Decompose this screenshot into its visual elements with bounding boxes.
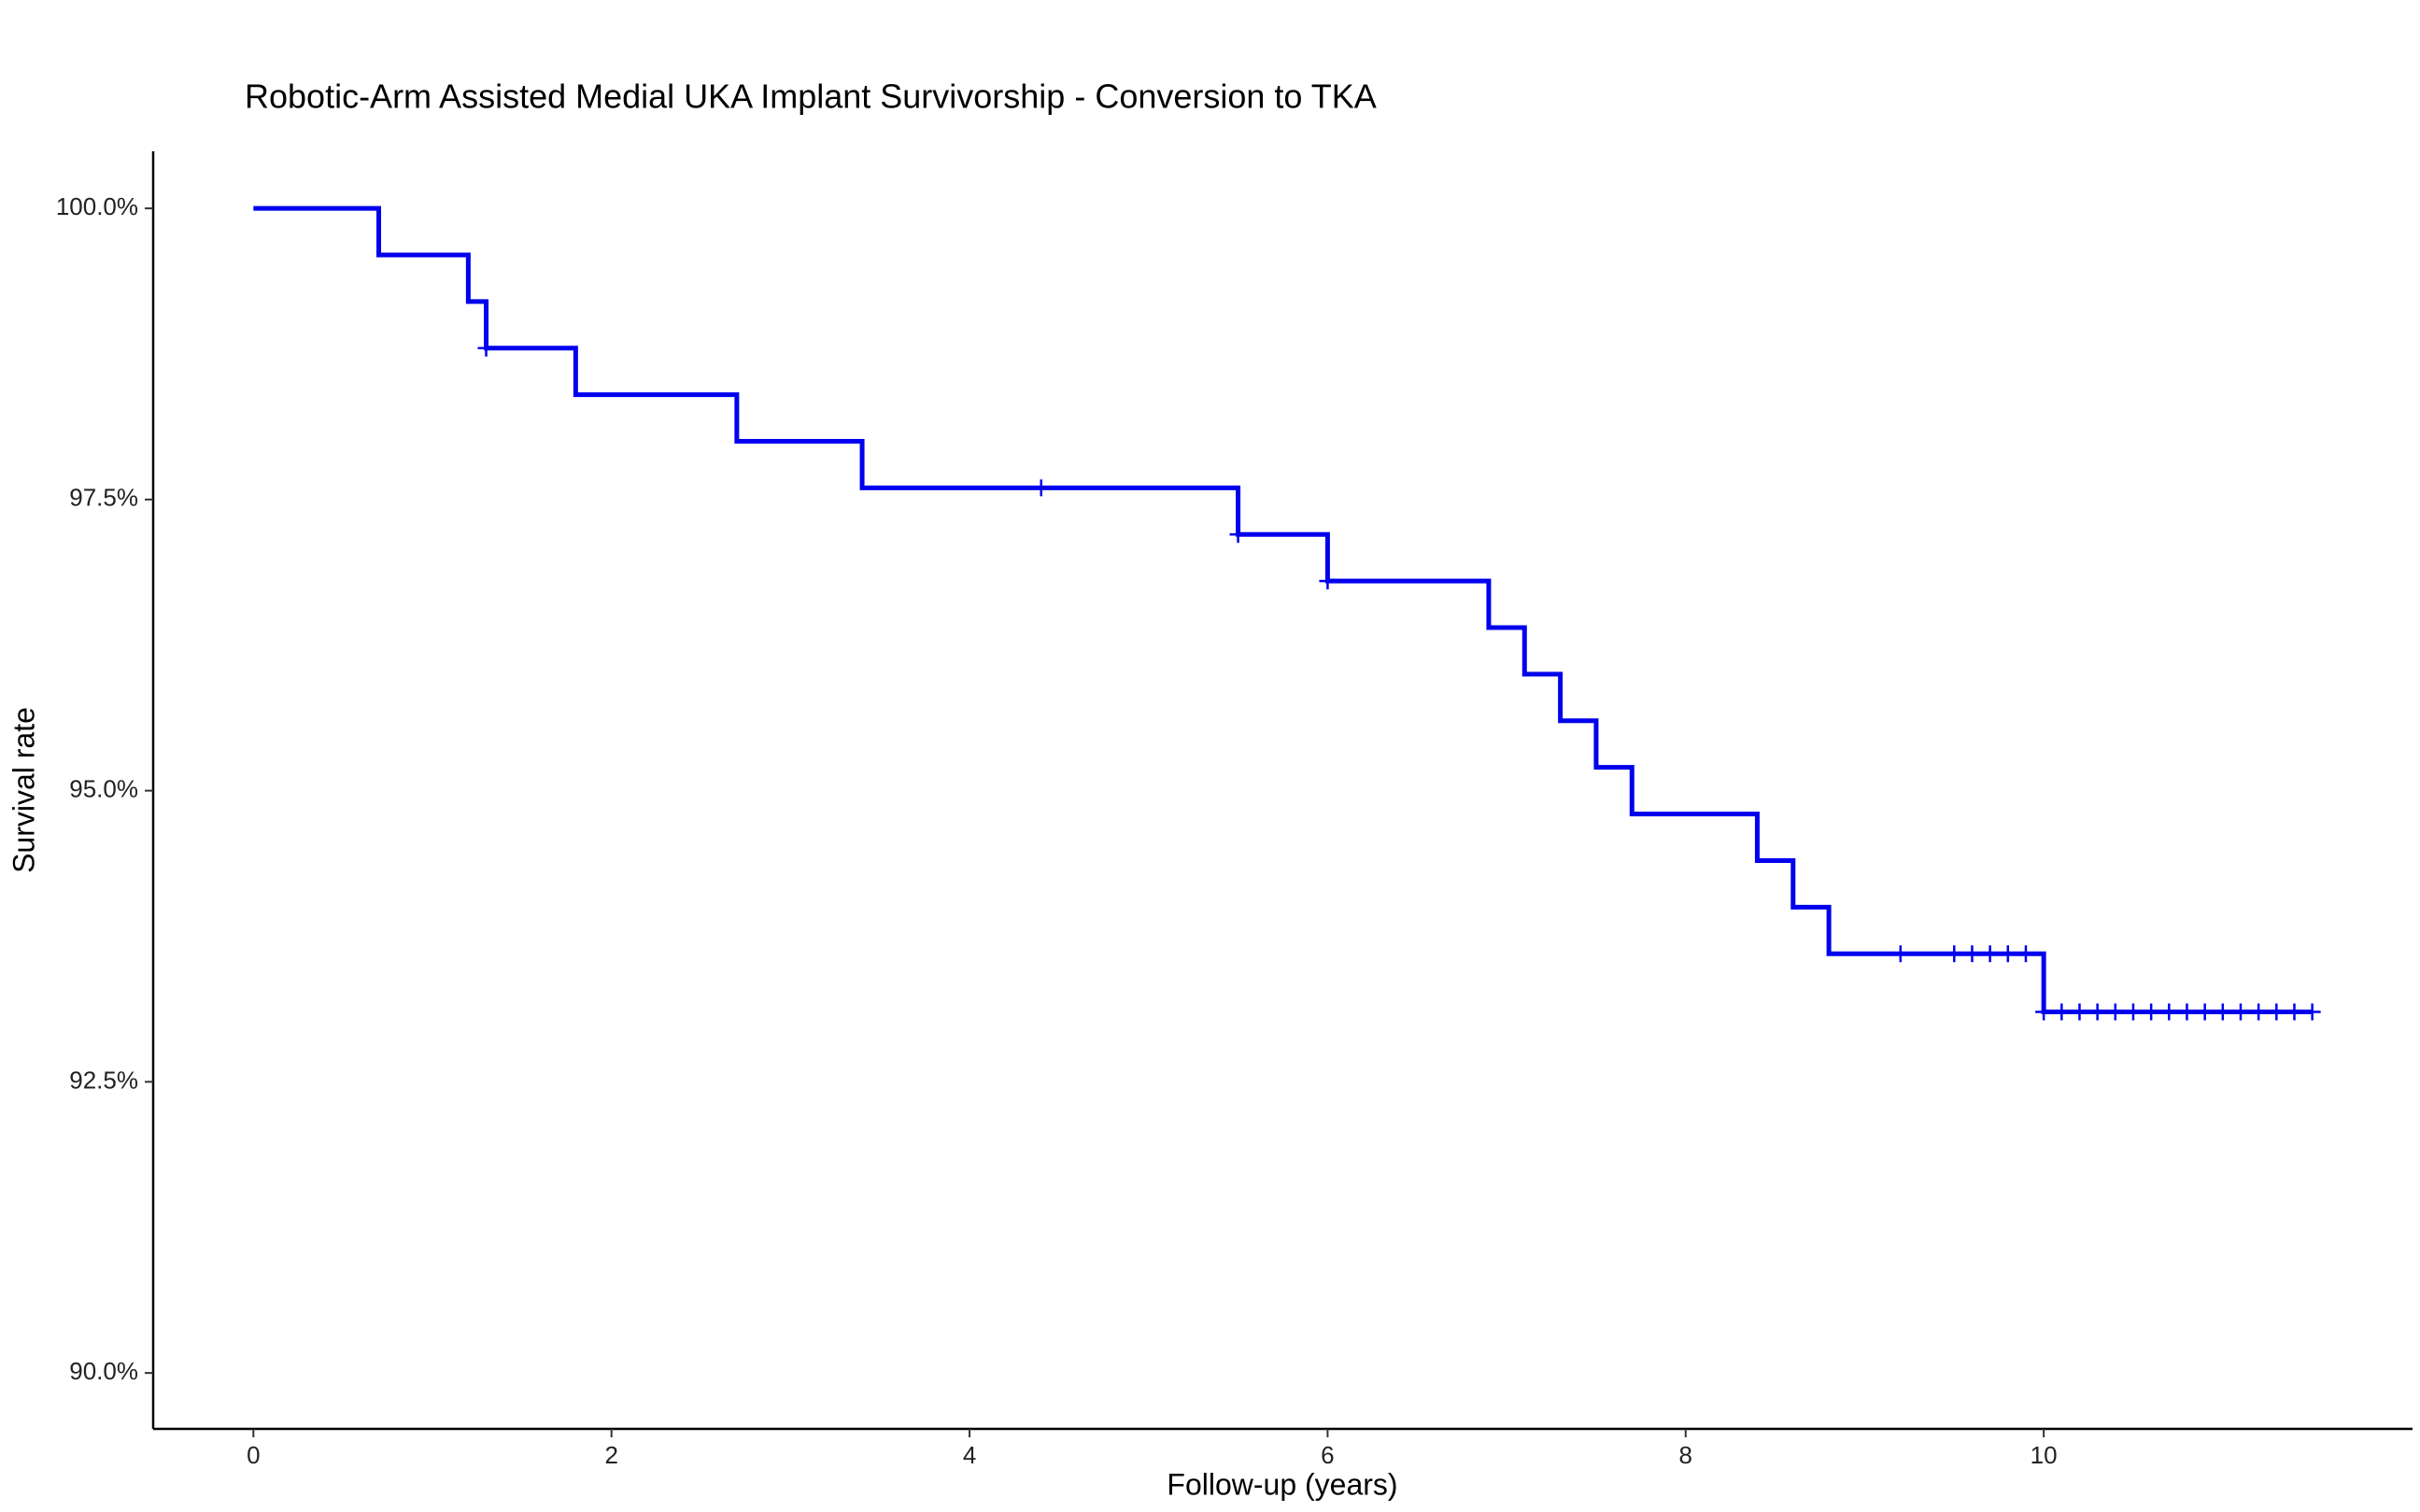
censor-mark (1981, 945, 1999, 963)
censor-mark (1963, 945, 1981, 963)
censor-mark (1999, 945, 2017, 963)
x-tick-label: 4 (963, 1441, 976, 1469)
y-tick-label: 95.0% (69, 774, 138, 802)
censor-mark (2231, 1003, 2249, 1021)
censor-mark (2196, 1003, 2214, 1021)
censor-mark (477, 339, 495, 357)
censor-mark (2053, 1003, 2071, 1021)
survival-curve (253, 205, 2313, 1015)
censor-mark (2303, 1003, 2321, 1021)
censor-mark (2106, 1003, 2124, 1021)
x-tick-label: 8 (1679, 1441, 1692, 1469)
censor-mark (2178, 1003, 2196, 1021)
censor-mark (1319, 572, 1337, 590)
y-tick-label: 92.5% (69, 1066, 138, 1094)
censor-mark (2250, 1003, 2268, 1021)
censor-mark (1229, 526, 1247, 544)
censor-mark (2268, 1003, 2286, 1021)
censor-mark (2160, 1003, 2178, 1021)
y-axis-title: Survival rate (7, 707, 40, 873)
x-tick-label: 2 (604, 1441, 617, 1469)
censor-mark (2017, 945, 2034, 963)
censor-mark (2214, 1003, 2231, 1021)
censor-mark (2143, 1003, 2160, 1021)
x-axis-title: Follow-up (years) (1167, 1467, 1397, 1501)
censor-mark (2124, 1003, 2142, 1021)
y-tick-label: 100.0% (56, 192, 138, 220)
censor-mark (2088, 1003, 2106, 1021)
censor-mark (1032, 479, 1050, 497)
censor-mark (1946, 945, 1963, 963)
x-tick-label: 0 (247, 1441, 260, 1469)
chart-title: Robotic-Arm Assisted Medial UKA Implant … (245, 78, 1377, 116)
y-tick-label: 90.0% (69, 1357, 138, 1385)
censor-mark (1891, 945, 1909, 963)
y-tick-label: 97.5% (69, 484, 138, 512)
censor-mark (2035, 1003, 2053, 1021)
censor-mark (2286, 1003, 2303, 1021)
x-tick-label: 6 (1321, 1441, 1334, 1469)
x-tick-label: 10 (2031, 1441, 2058, 1469)
censor-mark (2071, 1003, 2088, 1021)
